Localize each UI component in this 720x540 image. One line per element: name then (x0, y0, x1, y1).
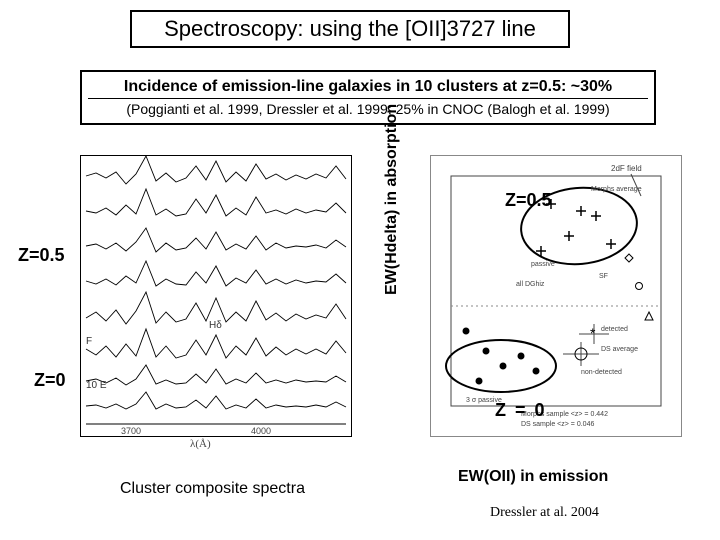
svg-text:SF: SF (599, 273, 608, 280)
svg-text:3700: 3700 (121, 426, 141, 436)
svg-text:4000: 4000 (251, 426, 271, 436)
right-ylabel: EW(Hdelta) in absorption (383, 104, 401, 295)
left-annotation-z0: Z=0 (34, 370, 66, 391)
right-scatter-plot: * 2dF field Morphs average passive SF all DGh… (430, 155, 682, 437)
svg-text:non-detected: non-detected (581, 369, 622, 376)
spectra-svg: 3700 4000 F Hδ 10 E (81, 156, 351, 436)
right-annotation-z05: Z=0.5 (505, 190, 552, 211)
svg-text:F: F (86, 336, 92, 347)
reference-text: Dressler at al. 2004 (490, 505, 599, 521)
svg-text:Morphs average: Morphs average (591, 186, 642, 193)
svg-text:10 E: 10 E (86, 380, 107, 391)
left-annotation-z05: Z=0.5 (18, 245, 65, 266)
right-annotation-z0: Z = 0 (495, 400, 547, 421)
svg-text:all DGhiz: all DGhiz (516, 281, 545, 288)
scatter-svg: * 2dF field Morphs average passive SF all DGh… (431, 156, 681, 436)
svg-text:Hδ: Hδ (209, 320, 222, 331)
left-xlabel: λ(Å) (190, 438, 211, 450)
svg-text:2dF field: 2dF field (611, 164, 642, 173)
left-caption: Cluster composite spectra (120, 480, 305, 498)
svg-text:*: * (590, 325, 596, 341)
right-caption: EW(OII) in emission (458, 468, 608, 486)
svg-text:detected: detected (601, 326, 628, 333)
subtitle-box: Incidence of emission-line galaxies in 1… (80, 70, 656, 125)
subtitle-main: Incidence of emission-line galaxies in 1… (88, 74, 648, 98)
svg-text:passive: passive (531, 261, 555, 268)
svg-text:DS average: DS average (601, 346, 638, 353)
svg-text:DS sample <z> = 0.046: DS sample <z> = 0.046 (521, 421, 594, 428)
title-text: Spectroscopy: using the [OII]3727 line (164, 16, 536, 41)
slide-title: Spectroscopy: using the [OII]3727 line (130, 10, 570, 48)
subtitle-sub: (Poggianti et al. 1999, Dressler et al. … (88, 98, 648, 121)
left-spectra-plot: 3700 4000 F Hδ 10 E (80, 155, 352, 437)
